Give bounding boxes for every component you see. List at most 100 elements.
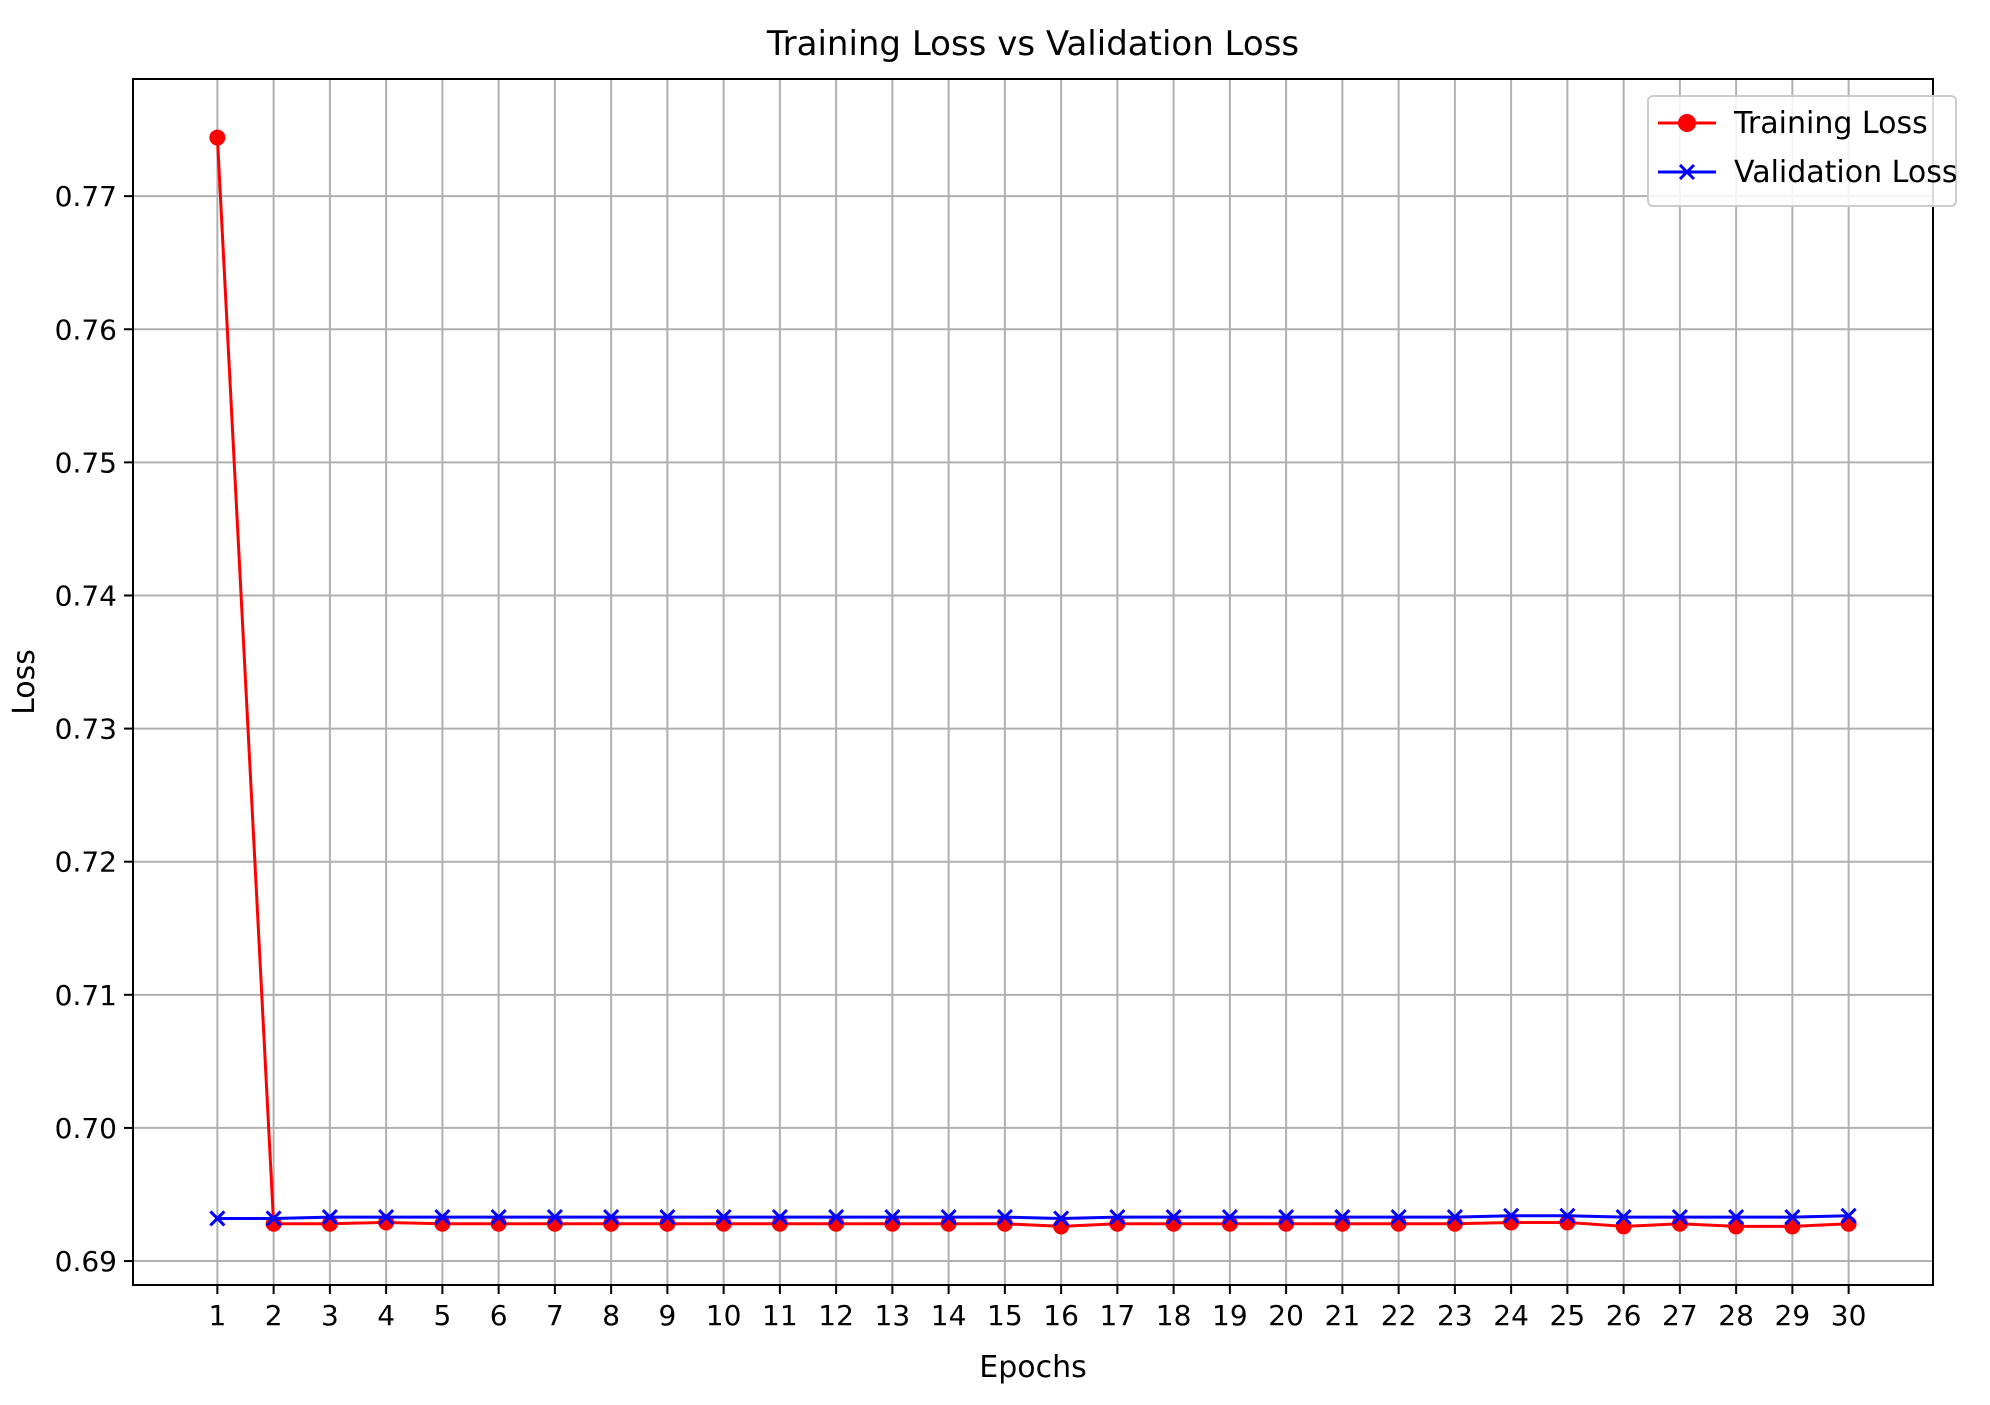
x-marker-stroke — [1671, 1209, 1688, 1226]
validation-loss-point — [1334, 1209, 1351, 1226]
x-marker-stroke — [940, 1209, 957, 1226]
validation-loss-point — [378, 1209, 395, 1226]
x-tick-label: 17 — [1100, 1299, 1136, 1332]
x-tick-label: 8 — [602, 1299, 620, 1332]
x-marker-stroke — [321, 1209, 338, 1226]
x-tick-label: 16 — [1043, 1299, 1079, 1332]
validation-loss-point — [1165, 1209, 1182, 1226]
legend-marker-training-loss — [1678, 114, 1696, 132]
validation-loss-point — [546, 1209, 563, 1226]
validation-loss-point — [1390, 1209, 1407, 1226]
y-tick-label: 0.74 — [55, 579, 117, 612]
x-tick-label: 9 — [658, 1299, 676, 1332]
x-tick-label: 19 — [1212, 1299, 1248, 1332]
x-tick-label: 15 — [987, 1299, 1023, 1332]
y-tick-label: 0.73 — [55, 713, 117, 746]
y-tick-label: 0.69 — [55, 1245, 117, 1278]
x-marker-stroke — [996, 1209, 1013, 1226]
x-tick-label: 1 — [208, 1299, 226, 1332]
x-marker-stroke — [490, 1209, 507, 1226]
x-marker-stroke — [1446, 1209, 1463, 1226]
x-marker-stroke — [1221, 1209, 1238, 1226]
validation-loss-point — [884, 1209, 901, 1226]
x-tick-label: 22 — [1381, 1299, 1417, 1332]
x-marker-stroke — [1390, 1209, 1407, 1226]
validation-loss-point — [1446, 1209, 1463, 1226]
validation-loss-point — [996, 1209, 1013, 1226]
validation-loss-point — [1503, 1207, 1520, 1224]
x-marker-stroke — [378, 1209, 395, 1226]
x-tick-label: 3 — [321, 1299, 339, 1332]
x-tick-label: 12 — [818, 1299, 854, 1332]
x-tick-label: 28 — [1718, 1299, 1754, 1332]
x-tick-label: 23 — [1437, 1299, 1473, 1332]
validation-loss-point — [1728, 1209, 1745, 1226]
x-tick-label: 30 — [1831, 1299, 1867, 1332]
x-tick-label: 11 — [762, 1299, 798, 1332]
x-tick-label: 27 — [1662, 1299, 1698, 1332]
x-tick-label: 14 — [931, 1299, 967, 1332]
chart-title: Training Loss vs Validation Loss — [766, 24, 1299, 64]
validation-loss-point — [1053, 1210, 1070, 1227]
training-loss-point — [1840, 1215, 1857, 1232]
x-marker-stroke — [1784, 1209, 1801, 1226]
validation-loss-point — [1840, 1207, 1857, 1224]
x-tick-label: 10 — [706, 1299, 742, 1332]
validation-loss-point — [771, 1209, 788, 1226]
x-marker-stroke — [828, 1209, 845, 1226]
x-marker-stroke — [715, 1209, 732, 1226]
validation-loss-point — [1559, 1207, 1576, 1224]
y-axis-label: Loss — [7, 649, 42, 715]
x-marker-stroke — [1334, 1209, 1351, 1226]
x-marker-stroke — [1559, 1207, 1576, 1224]
x-marker-stroke — [546, 1209, 563, 1226]
validation-loss-point — [490, 1209, 507, 1226]
x-marker-stroke — [659, 1209, 676, 1226]
legend: Training Loss Validation Loss — [1647, 95, 1957, 207]
validation-loss-point — [659, 1209, 676, 1226]
y-tick-label: 0.77 — [55, 180, 117, 213]
training-loss-point — [1053, 1218, 1070, 1235]
y-tick-label: 0.70 — [55, 1112, 117, 1145]
x-tick-label: 20 — [1268, 1299, 1304, 1332]
x-tick-label: 7 — [546, 1299, 564, 1332]
x-marker-stroke — [209, 1210, 226, 1227]
legend-label-validation-loss: Validation Loss — [1734, 155, 1957, 190]
legend-box — [1647, 95, 1957, 207]
training-loss-point — [209, 129, 226, 146]
x-marker-stroke — [1615, 1209, 1632, 1226]
x-marker-stroke — [1840, 1207, 1857, 1224]
x-tick-label: 18 — [1156, 1299, 1192, 1332]
x-marker-stroke — [1503, 1207, 1520, 1224]
x-tick-label: 13 — [875, 1299, 911, 1332]
training-loss-line — [215, 137, 1849, 1228]
validation-loss-point — [1784, 1209, 1801, 1226]
x-tick-label: 4 — [377, 1299, 395, 1332]
legend-label-training-loss: Training Loss — [1733, 106, 1928, 141]
x-tick-label: 25 — [1550, 1299, 1586, 1332]
x-tick-label: 24 — [1493, 1299, 1529, 1332]
x-axis-label: Epochs — [979, 1350, 1087, 1385]
validation-loss-point — [265, 1210, 282, 1227]
validation-loss-point — [321, 1209, 338, 1226]
validation-loss-point — [1615, 1209, 1632, 1226]
validation-loss-point — [828, 1209, 845, 1226]
validation-loss-point — [1221, 1209, 1238, 1226]
x-marker-stroke — [265, 1210, 282, 1227]
x-tick-label: 29 — [1775, 1299, 1811, 1332]
x-marker-stroke — [434, 1209, 451, 1226]
x-marker-stroke — [884, 1209, 901, 1226]
x-marker-stroke — [1053, 1210, 1070, 1227]
plot-frame — [132, 78, 1934, 1286]
validation-loss-point — [1109, 1209, 1126, 1226]
x-tick-label: 2 — [265, 1299, 283, 1332]
x-marker-stroke — [771, 1209, 788, 1226]
validation-loss-point — [603, 1209, 620, 1226]
series-layer — [209, 129, 1857, 1235]
y-tick-label: 0.75 — [55, 446, 117, 479]
x-marker-stroke — [1678, 163, 1696, 181]
y-tick-label: 0.72 — [55, 846, 117, 879]
legend-marker-validation-loss — [1678, 163, 1696, 181]
